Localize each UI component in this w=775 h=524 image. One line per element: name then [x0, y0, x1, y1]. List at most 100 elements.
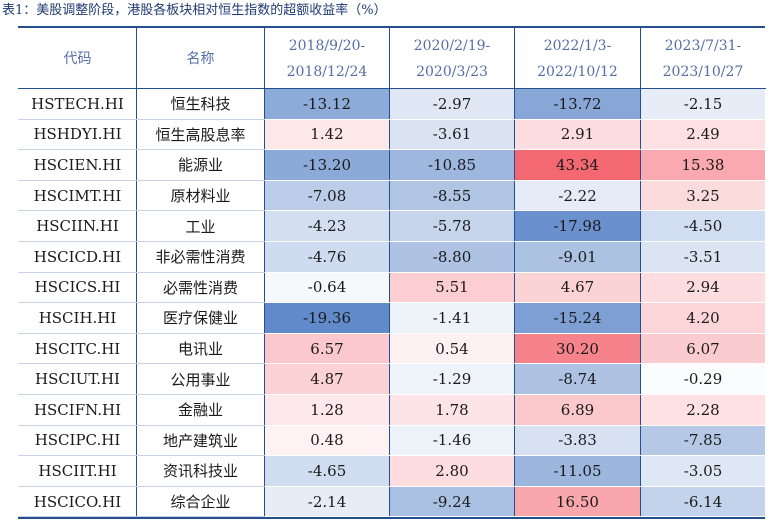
- excess-return-cell-period-3: 43.34: [514, 149, 641, 181]
- excess-return-cell-period-1: -7.08: [264, 179, 390, 212]
- excess-return-cell-period-4: 2.28: [640, 393, 766, 426]
- sector-code: HSCIEN.HI: [18, 149, 137, 181]
- sector-code: HSCIMT.HI: [18, 179, 137, 212]
- table-row: HSCITC.HI 电讯业 6.57 0.54 30.20 6.07: [18, 332, 766, 365]
- header-code: 代码: [18, 28, 137, 89]
- table-row: HSCIH.HI 医疗保健业 -19.36 -1.41 -15.24 4.20: [18, 302, 766, 334]
- header-name: 名称: [136, 28, 265, 89]
- excess-return-cell-period-4: -7.85: [640, 424, 766, 457]
- excess-return-cell-period-4: -0.29: [640, 363, 766, 395]
- excess-return-cell-period-4: -3.51: [640, 240, 766, 273]
- sector-code: HSCIIN.HI: [18, 210, 137, 242]
- excess-return-cell-period-2: -8.80: [389, 240, 515, 273]
- excess-return-cell-period-1: -0.64: [264, 271, 390, 304]
- sector-code: HSCIIT.HI: [18, 455, 137, 487]
- excess-return-cell-period-4: 4.20: [640, 302, 766, 334]
- excess-return-cell-period-3: -15.24: [514, 302, 641, 334]
- excess-return-cell-period-4: -4.50: [640, 210, 766, 242]
- table-caption: 表1：美股调整阶段，港股各板块相对恒生指数的超额收益率（%）: [2, 3, 387, 18]
- excess-return-cell-period-1: -2.14: [264, 485, 390, 518]
- sector-name: 恒生科技: [136, 88, 265, 120]
- excess-return-cell-period-1: 6.57: [264, 332, 390, 365]
- sector-code: HSCITC.HI: [18, 332, 137, 365]
- table-row: HSCICO.HI 综合企业 -2.14 -9.24 16.50 -6.14: [18, 485, 766, 518]
- table-row: HSCIPC.HI 地产建筑业 0.48 -1.46 -3.83 -7.85: [18, 424, 766, 457]
- header-period-1-start: 2018/9/20-: [288, 37, 366, 54]
- sector-code: HSHDYI.HI: [18, 118, 137, 151]
- table-row: HSCIIT.HI 资讯科技业 -4.65 2.80 -11.05 -3.05: [18, 455, 766, 487]
- header-period-1: 2018/9/20- 2018/12/24: [264, 28, 390, 89]
- header-period-2-start: 2020/2/19-: [413, 37, 491, 54]
- sector-name: 恒生高股息率: [136, 118, 265, 151]
- excess-return-cell-period-2: -10.85: [389, 149, 515, 181]
- excess-return-cell-period-3: -9.01: [514, 240, 641, 273]
- header-period-3-end: 2022/10/12: [537, 63, 618, 80]
- sector-name: 工业: [136, 210, 265, 242]
- excess-return-cell-period-1: 4.87: [264, 363, 390, 395]
- excess-return-cell-period-3: -13.72: [514, 88, 641, 120]
- sector-name: 能源业: [136, 149, 265, 181]
- excess-return-cell-period-2: 1.78: [389, 393, 515, 426]
- excess-return-cell-period-2: 2.80: [389, 455, 515, 487]
- excess-return-cell-period-4: 2.94: [640, 271, 766, 304]
- sector-code: HSCICD.HI: [18, 240, 137, 273]
- excess-return-cell-period-3: 4.67: [514, 271, 641, 304]
- excess-return-cell-period-2: -1.29: [389, 363, 515, 395]
- excess-return-cell-period-1: -13.20: [264, 149, 390, 181]
- excess-return-cell-period-4: 3.25: [640, 179, 766, 212]
- sector-code: HSCICS.HI: [18, 271, 137, 304]
- sector-name: 地产建筑业: [136, 424, 265, 457]
- sector-name: 资讯科技业: [136, 455, 265, 487]
- excess-return-cell-period-1: 1.28: [264, 393, 390, 426]
- excess-return-table: 代码 名称 2018/9/20- 2018/12/24 2020/2/19- 202…: [18, 28, 766, 518]
- sector-name: 金融业: [136, 393, 265, 426]
- header-period-1-end: 2018/12/24: [286, 63, 368, 80]
- table-row: HSHDYI.HI 恒生高股息率 1.42 -3.61 2.91 2.49: [18, 118, 766, 151]
- excess-return-cell-period-4: 6.07: [640, 332, 766, 365]
- header-row: 代码 名称 2018/9/20- 2018/12/24 2020/2/19- 202…: [18, 28, 766, 89]
- table-body: HSTECH.HI 恒生科技 -13.12 -2.97 -13.72 -2.15 HSHDY…: [18, 88, 766, 518]
- excess-return-cell-period-2: -2.97: [389, 88, 515, 120]
- table-row: HSCIIN.HI 工业 -4.23 -5.78 -17.98 -4.50: [18, 210, 766, 242]
- excess-return-cell-period-3: -11.05: [514, 455, 641, 487]
- excess-return-cell-period-3: -2.22: [514, 179, 641, 212]
- sector-name: 必需性消费: [136, 271, 265, 304]
- sector-name: 综合企业: [136, 485, 265, 518]
- excess-return-cell-period-4: -6.14: [640, 485, 766, 518]
- excess-return-cell-period-3: 16.50: [514, 485, 641, 518]
- excess-return-cell-period-2: 5.51: [389, 271, 515, 304]
- header-period-2-end: 2020/3/23: [416, 63, 488, 80]
- table-row: HSCIMT.HI 原材料业 -7.08 -8.55 -2.22 3.25: [18, 179, 766, 212]
- header-period-4: 2023/7/31- 2023/10/27: [640, 28, 766, 89]
- excess-return-cell-period-1: 0.48: [264, 424, 390, 457]
- sector-code: HSCIPC.HI: [18, 424, 137, 457]
- excess-return-cell-period-2: -1.41: [389, 302, 515, 334]
- excess-return-cell-period-1: -4.76: [264, 240, 390, 273]
- excess-return-cell-period-4: -2.15: [640, 88, 766, 120]
- sector-code: HSCIH.HI: [18, 302, 137, 334]
- excess-return-cell-period-4: 2.49: [640, 118, 766, 151]
- excess-return-cell-period-2: -5.78: [389, 210, 515, 242]
- header-period-4-start: 2023/7/31-: [664, 37, 742, 54]
- header-period-3: 2022/1/3- 2022/10/12: [514, 28, 641, 89]
- excess-return-cell-period-2: 0.54: [389, 332, 515, 365]
- excess-return-cell-period-3: 6.89: [514, 393, 641, 426]
- sector-name: 原材料业: [136, 179, 265, 212]
- heatmap-table-container: 代码 名称 2018/9/20- 2018/12/24 2020/2/19- 202…: [18, 26, 766, 520]
- sector-name: 非必需性消费: [136, 240, 265, 273]
- table-row: HSCIUT.HI 公用事业 4.87 -1.29 -8.74 -0.29: [18, 363, 766, 395]
- sector-name: 电讯业: [136, 332, 265, 365]
- sector-code: HSTECH.HI: [18, 88, 137, 120]
- table-row: HSTECH.HI 恒生科技 -13.12 -2.97 -13.72 -2.15: [18, 88, 766, 120]
- sector-name: 公用事业: [136, 363, 265, 395]
- excess-return-cell-period-3: -3.83: [514, 424, 641, 457]
- excess-return-cell-period-3: -8.74: [514, 363, 641, 395]
- excess-return-cell-period-4: -3.05: [640, 455, 766, 487]
- excess-return-cell-period-1: -4.23: [264, 210, 390, 242]
- excess-return-cell-period-3: -17.98: [514, 210, 641, 242]
- excess-return-cell-period-3: 2.91: [514, 118, 641, 151]
- table-row: HSCICD.HI 非必需性消费 -4.76 -8.80 -9.01 -3.51: [18, 240, 766, 273]
- sector-name: 医疗保健业: [136, 302, 265, 334]
- excess-return-cell-period-1: -13.12: [264, 88, 390, 120]
- header-period-2: 2020/2/19- 2020/3/23: [389, 28, 515, 89]
